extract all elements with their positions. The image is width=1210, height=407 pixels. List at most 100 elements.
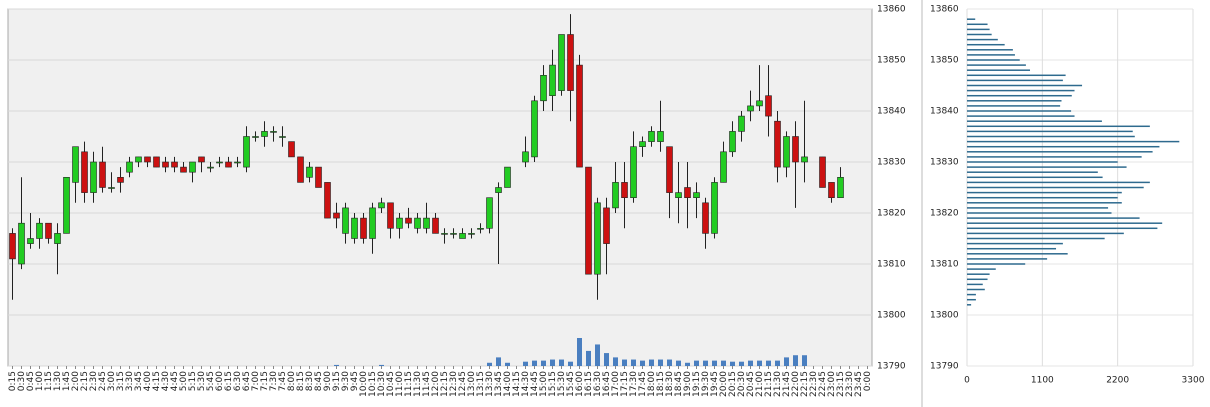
candle-body xyxy=(702,202,709,234)
x-tick-label: 2200 xyxy=(1106,376,1129,386)
candle-body xyxy=(63,177,70,234)
volume-bar xyxy=(550,359,555,366)
x-tick-label: 22:30 xyxy=(809,371,819,397)
profile-bar xyxy=(967,288,985,291)
x-tick-label: 0:15 xyxy=(8,371,18,391)
x-tick-label: 23:30 xyxy=(845,371,855,397)
x-tick-label: 18:45 xyxy=(674,371,684,397)
volume-bar xyxy=(334,364,339,366)
candle-body xyxy=(351,217,358,239)
profile-bar xyxy=(967,110,1072,112)
volume-bar xyxy=(613,357,618,366)
profile-bar xyxy=(967,237,1105,240)
x-tick-label: 8:00 xyxy=(287,371,297,391)
x-tick-label: 15:30 xyxy=(557,371,567,397)
candle-body xyxy=(612,182,619,209)
x-tick-label: 17:30 xyxy=(629,371,639,397)
y-tick-label: 13860 xyxy=(930,5,959,15)
y-tick-label: 13820 xyxy=(877,209,906,219)
volume-bar xyxy=(658,359,663,366)
profile-bar xyxy=(967,191,1122,194)
candle-body xyxy=(441,233,448,235)
profile-bar xyxy=(967,33,992,36)
profile-bar xyxy=(967,298,976,301)
volume-bar xyxy=(712,360,717,366)
profile-bar xyxy=(967,151,1153,153)
candle-body xyxy=(324,182,331,219)
profile-bar xyxy=(967,283,983,286)
candle-body xyxy=(333,212,340,219)
volume-bar xyxy=(793,355,798,366)
x-tick-label: 14:30 xyxy=(521,371,531,397)
candle-body xyxy=(153,156,160,168)
profile-bar xyxy=(967,161,1118,163)
x-tick-label: 17:45 xyxy=(638,371,648,397)
candle-body xyxy=(648,131,655,142)
candle-body xyxy=(603,207,610,244)
candle-body xyxy=(792,136,799,163)
candle-body xyxy=(108,187,115,189)
candle-body xyxy=(567,34,574,91)
candle-body xyxy=(828,182,835,198)
volume-bar xyxy=(757,360,762,366)
volume-bar xyxy=(667,359,672,366)
candle-body xyxy=(18,222,25,265)
candle-body xyxy=(36,222,43,239)
candle-body xyxy=(126,161,133,173)
candle-body xyxy=(801,156,808,163)
plot-area xyxy=(7,8,873,367)
x-tick-label: 9:15 xyxy=(332,371,342,391)
volume-bar xyxy=(523,361,528,366)
candle-body xyxy=(378,202,385,209)
profile-bar xyxy=(967,304,972,306)
x-tick-label: 4:15 xyxy=(152,371,162,391)
candle-body xyxy=(45,222,52,239)
profile-bar xyxy=(967,247,1057,250)
x-tick-label: 5:30 xyxy=(197,371,207,391)
volume-bar xyxy=(631,359,636,366)
candle-body xyxy=(459,233,466,239)
candle-body xyxy=(189,161,196,173)
y-tick-label: 13810 xyxy=(877,260,906,270)
y-tick-label: 13820 xyxy=(930,209,959,219)
candle-body xyxy=(729,131,736,153)
volume-bar xyxy=(586,350,591,366)
candle-body xyxy=(81,151,88,193)
candle-body xyxy=(495,187,502,193)
candle-body xyxy=(414,217,421,229)
profile-bar xyxy=(967,242,1063,245)
x-tick-label: 4:45 xyxy=(170,371,180,391)
candle-body xyxy=(477,228,484,230)
candle-body xyxy=(99,161,106,188)
candle-body xyxy=(135,156,142,163)
candle-body xyxy=(504,166,511,188)
y-tick-label: 13800 xyxy=(930,311,959,321)
x-tick-label: 1:45 xyxy=(62,371,72,391)
y-tick-label: 13840 xyxy=(877,107,906,117)
candle-body xyxy=(252,136,259,138)
x-tick-label: 2:45 xyxy=(98,371,108,391)
x-tick-label: 9:30 xyxy=(341,371,351,391)
x-tick-label: 20:00 xyxy=(719,371,729,397)
x-tick-label: 13:00 xyxy=(467,371,477,397)
profile-bar xyxy=(967,140,1180,143)
x-tick-label: 4:00 xyxy=(143,371,153,391)
profile-bar xyxy=(967,130,1133,133)
candle-body xyxy=(711,182,718,234)
candle-body xyxy=(315,166,322,188)
candle-body xyxy=(270,131,277,133)
x-tick-label: 21:45 xyxy=(782,371,792,397)
candle-body xyxy=(117,177,124,183)
volume-bar xyxy=(694,360,699,366)
x-tick-label: 10:30 xyxy=(377,371,387,397)
volume-bar xyxy=(577,338,582,366)
x-tick-label: 11:45 xyxy=(422,371,432,397)
volume-bar xyxy=(541,360,546,366)
volume-bar xyxy=(676,360,681,366)
x-tick-label: 22:45 xyxy=(818,371,828,397)
candle-body xyxy=(54,233,61,244)
candle-body xyxy=(774,120,781,168)
candle-body xyxy=(720,151,727,183)
x-tick-label: 17:00 xyxy=(611,371,621,397)
x-tick-label: 0 xyxy=(964,376,970,386)
